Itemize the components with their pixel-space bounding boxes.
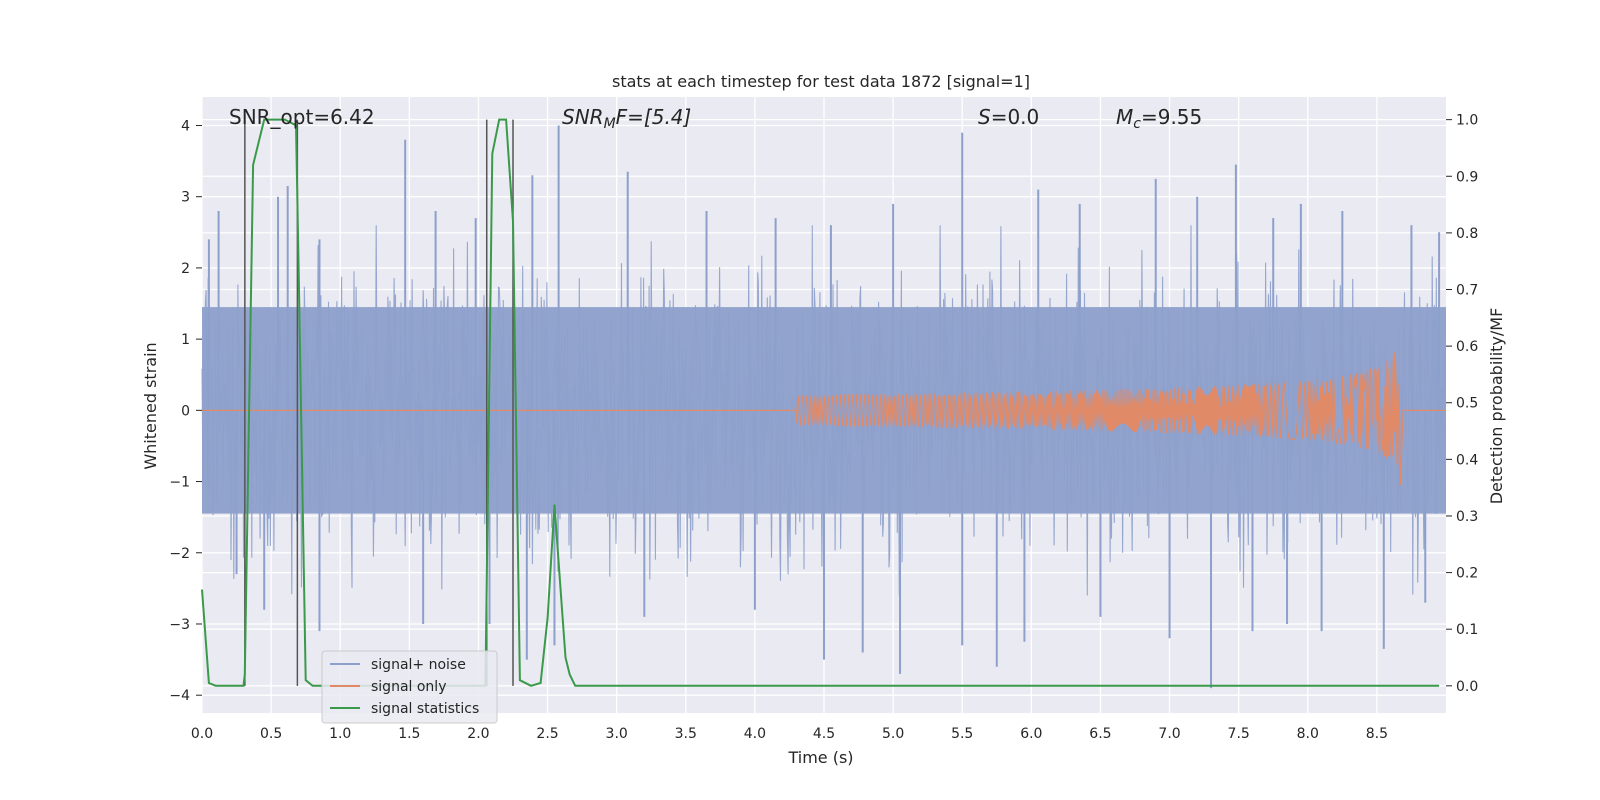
x-tick-label: 2.0 <box>467 726 489 742</box>
x-tick-label: 0.0 <box>191 726 213 742</box>
s-value: =0.0 <box>991 105 1040 129</box>
signal-only-series <box>202 352 1446 486</box>
statistics-line <box>201 118 1440 687</box>
y-tick-label: −3 <box>169 617 190 633</box>
snr-mf-symbol-f: F=[5.4] <box>616 105 692 129</box>
x-tick-label: 1.0 <box>329 726 351 742</box>
snr-opt-annotation: SNR_opt=6.42 <box>229 105 375 129</box>
y-right-tick-label: 0.7 <box>1456 283 1478 299</box>
y-axis-ticks: −4 −3 −2 −1 0 1 2 3 4 <box>169 118 202 704</box>
s-symbol: S <box>978 105 991 129</box>
y-tick-label: 2 <box>181 261 190 277</box>
y-right-tick-label: 0.6 <box>1456 339 1478 355</box>
x-tick-label: 8.5 <box>1366 726 1388 742</box>
mc-value: =9.55 <box>1141 105 1202 129</box>
x-axis-label: Time (s) <box>787 748 853 767</box>
x-tick-label: 0.5 <box>260 726 282 742</box>
legend-box <box>321 650 498 724</box>
y-tick-label: −4 <box>169 688 190 704</box>
x-tick-label: 8.0 <box>1297 726 1319 742</box>
x-tick-label: 4.0 <box>744 726 766 742</box>
legend-label-noise: signal+ noise <box>371 657 466 673</box>
y-axis-right-ticks: 0.0 0.1 0.2 0.3 0.4 0.5 0.6 0.7 0.8 0.9 1.0 <box>1446 113 1478 695</box>
y-right-tick-label: 0.2 <box>1456 566 1478 582</box>
snr-mf-annotation: SNRMF=[5.4] <box>562 105 691 132</box>
y-right-tick-label: 0.1 <box>1456 622 1478 638</box>
x-tick-label: 7.0 <box>1158 726 1180 742</box>
signal-statistics-series <box>201 118 1440 687</box>
mc-subscript: c <box>1133 116 1141 132</box>
y-tick-label: −1 <box>169 475 190 491</box>
x-tick-label: 6.0 <box>1020 726 1042 742</box>
y-tick-label: −2 <box>169 546 190 562</box>
x-tick-label: 2.5 <box>536 726 558 742</box>
snr-mf-subscript: M <box>604 116 616 132</box>
legend-label-stats: signal statistics <box>371 701 479 717</box>
x-tick-label: 4.5 <box>813 726 835 742</box>
y-tick-label: 0 <box>181 403 190 419</box>
y-right-tick-label: 0.8 <box>1456 226 1478 242</box>
x-tick-label: 7.5 <box>1228 726 1250 742</box>
legend-label-signal: signal only <box>371 679 446 695</box>
x-tick-label: 5.5 <box>951 726 973 742</box>
legend: signal+ noise signal only signal statist… <box>321 650 498 724</box>
y-right-tick-label: 0.0 <box>1456 679 1478 695</box>
y-tick-label: 4 <box>181 118 190 134</box>
signal-line <box>202 352 1446 486</box>
x-tick-label: 6.5 <box>1089 726 1111 742</box>
x-tick-label: 5.0 <box>882 726 904 742</box>
s-annotation: S=0.0 <box>978 105 1039 129</box>
y-axis-label: Whitened strain <box>141 342 160 469</box>
snr-mf-symbol: SNR <box>562 105 604 129</box>
x-tick-label: 3.0 <box>606 726 628 742</box>
x-axis-ticks: 0.0 0.5 1.0 1.5 2.0 2.5 3.0 3.5 4.0 4.5 5.0 5.5 6.0 6… <box>191 726 1388 742</box>
x-tick-label: 3.5 <box>675 726 697 742</box>
y-right-tick-label: 0.4 <box>1456 452 1478 468</box>
y-tick-label: 1 <box>181 332 190 348</box>
y-axis-right-label: Detection probability/MF <box>1487 308 1506 505</box>
y-right-tick-label: 0.9 <box>1456 169 1478 185</box>
y-right-tick-label: 1.0 <box>1456 113 1478 129</box>
mc-annotation: Mc=9.55 <box>1116 105 1202 132</box>
chart-title: stats at each timestep for test data 187… <box>612 72 1030 91</box>
mc-symbol: M <box>1116 105 1133 129</box>
y-right-tick-label: 0.5 <box>1456 396 1478 412</box>
y-tick-label: 3 <box>181 190 190 206</box>
y-right-tick-label: 0.3 <box>1456 509 1478 525</box>
x-tick-label: 1.5 <box>398 726 420 742</box>
